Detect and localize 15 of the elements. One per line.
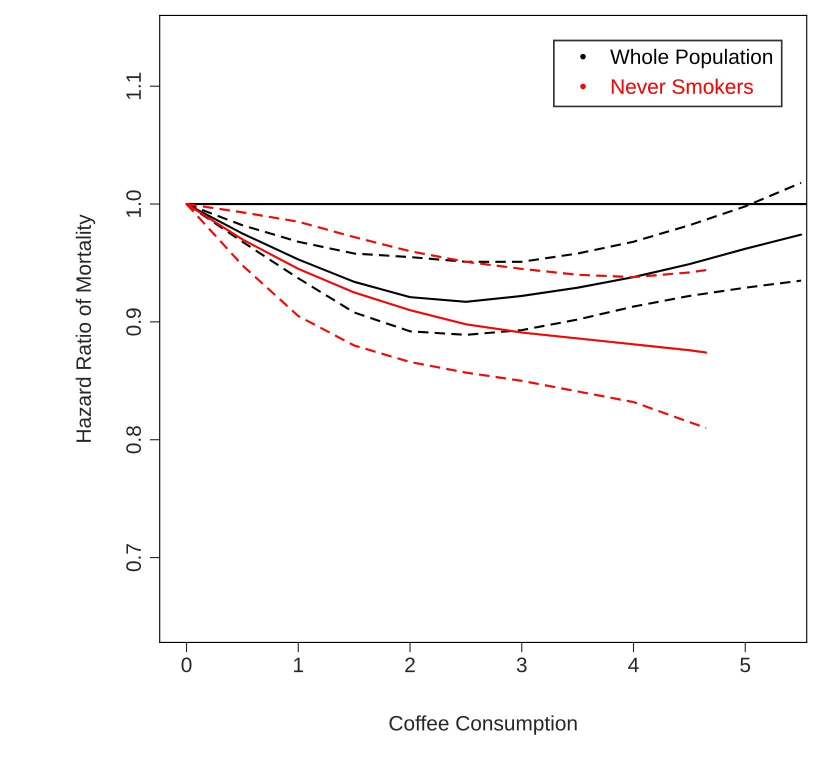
- y-tick-label: 1.1: [126, 72, 141, 100]
- legend-label: Whole Population: [610, 48, 772, 68]
- x-tick-label: 2: [405, 658, 415, 672]
- x-tick-label: 0: [182, 658, 192, 672]
- x-tick-label: 5: [740, 658, 750, 672]
- x-tick-label: 1: [294, 658, 304, 672]
- x-tick-label: 4: [628, 658, 639, 672]
- y-tick-label: 0.7: [126, 544, 142, 572]
- legend-label: Never Smokers: [612, 78, 753, 94]
- y-tick-label: 0.9: [126, 308, 142, 336]
- y-axis-title: Hazard Ratio of Mortality: [76, 214, 96, 442]
- y-tick-label: 0.8: [126, 426, 142, 454]
- x-axis-title: Coffee Consumption: [389, 715, 577, 735]
- y-tick-label: 1.0: [126, 190, 142, 217]
- x-tick-label: 3: [516, 658, 527, 672]
